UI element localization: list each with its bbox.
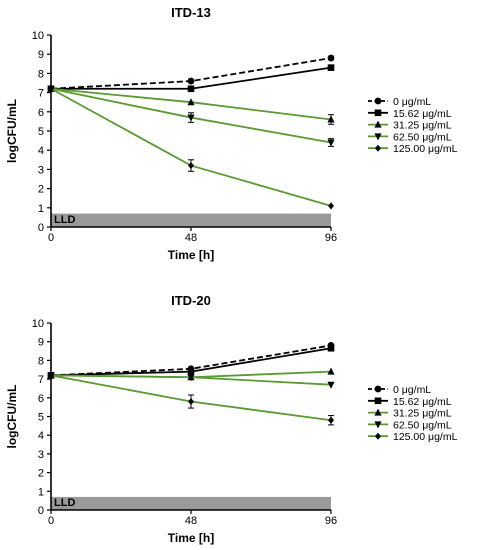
y-tick-label: 2 [38,184,44,196]
x-axis-label: Time [h] [168,531,214,545]
y-tick-label: 1 [38,203,44,215]
data-point [327,344,335,352]
lld-label: LLD [54,497,75,509]
legend-marker [374,385,382,393]
y-tick-label: 0 [38,222,44,234]
x-tick-label: 48 [185,515,197,527]
legend-label: 0 μg/mL [393,96,431,108]
y-axis-label: logCFU/mL [5,385,19,449]
x-axis-label: Time [h] [168,248,214,262]
x-tick-label: 48 [185,232,197,244]
x-tick-label: 0 [48,515,54,527]
y-tick-label: 7 [38,374,44,386]
x-tick-label: 96 [325,515,337,527]
x-tick-label: 96 [325,232,337,244]
data-point [327,115,335,123]
legend-marker [374,133,382,141]
y-tick-label: 5 [38,126,44,138]
series-5 [48,371,334,426]
y-tick-label: 6 [38,393,44,405]
y-tick-label: 2 [38,468,44,480]
lld-label: LLD [54,214,75,226]
y-tick-label: 9 [38,49,44,61]
lld-band [51,213,331,227]
y-tick-label: 9 [38,337,44,349]
x-tick-label: 0 [48,232,54,244]
y-tick-label: 7 [38,88,44,100]
chart-title: ITD-13 [171,5,211,20]
legend-marker [374,109,382,117]
legend-marker [374,408,382,416]
data-point [188,397,194,406]
y-tick-label: 8 [38,355,44,367]
y-tick-label: 4 [38,145,44,157]
legend-label: 62.50 μg/mL [393,419,452,431]
y-tick-label: 10 [32,318,44,330]
series-line [50,87,332,207]
y-tick-label: 3 [38,164,44,176]
legend-marker [374,97,382,105]
data-point [328,416,334,424]
legend-marker [375,144,381,152]
data-point [327,381,335,389]
data-point [327,367,335,375]
y-tick-label: 1 [38,486,44,498]
data-point [187,77,195,85]
legend-marker [374,397,382,405]
data-point [187,374,195,382]
legend-label: 0 μg/mL [393,384,431,396]
data-point [327,54,335,62]
lld-band [51,496,331,510]
y-tick-label: 8 [38,68,44,80]
legend-label: 125.00 μg/mL [393,431,458,443]
legend-label: 125.00 μg/mL [393,143,458,155]
legend-label: 31.25 μg/mL [393,120,452,132]
data-point [328,202,334,210]
data-point [327,139,335,147]
y-tick-label: 0 [38,505,44,517]
data-point [187,85,195,93]
legend-label: 15.62 μg/mL [393,108,452,120]
y-tick-label: 3 [38,449,44,461]
y-tick-label: 5 [38,412,44,424]
data-point [48,371,54,379]
data-point [187,368,195,375]
legend-label: 15.62 μg/mL [393,396,452,408]
data-point [48,85,54,93]
y-tick-label: 10 [32,30,44,42]
y-tick-label: 6 [38,107,44,119]
series-5 [48,85,334,210]
data-point [327,64,335,71]
data-point [187,98,195,106]
y-tick-label: 4 [38,430,44,442]
data-point [187,114,195,122]
series-4 [47,85,335,147]
legend-label: 31.25 μg/mL [393,408,452,420]
legend-marker [374,120,382,128]
legend-marker [374,421,382,429]
data-point [188,161,194,170]
chart-title: ITD-20 [171,293,211,308]
legend-label: 62.50 μg/mL [393,131,452,143]
legend-marker [375,432,381,440]
y-axis-label: logCFU/mL [5,99,19,163]
